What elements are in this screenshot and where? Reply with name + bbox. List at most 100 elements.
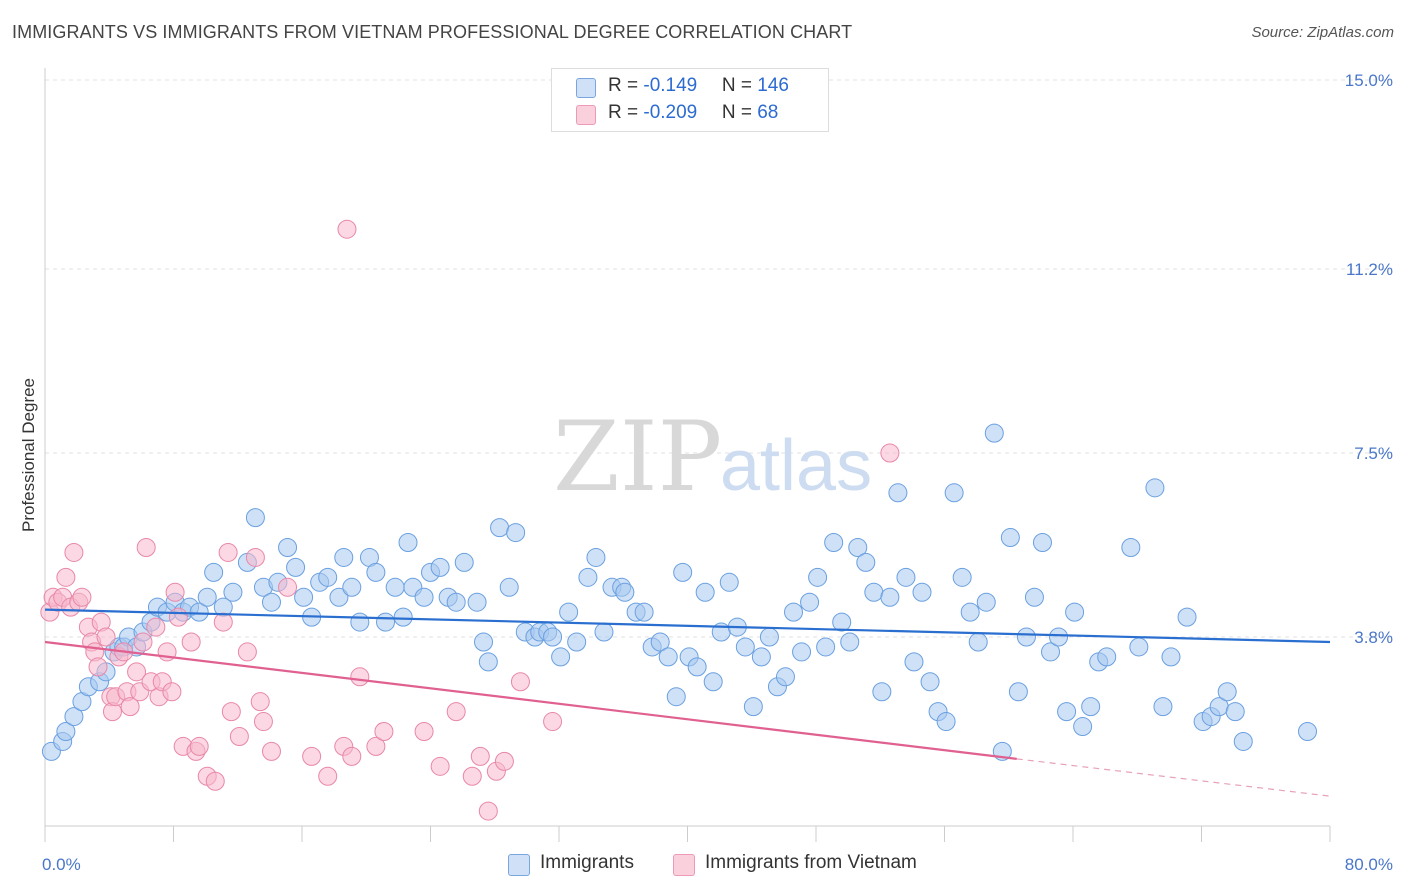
point-immigrants-64 [551,647,571,667]
bottom-legend-swatch-immigrants [508,854,530,876]
point-immigrants-144 [1233,731,1253,751]
point-vietnam-31 [162,682,182,702]
point-immigrants-82 [695,582,715,602]
point-immigrants-135 [1145,478,1165,498]
point-immigrants-123 [1024,587,1044,607]
point-immigrants-41 [366,562,386,582]
point-immigrants-108 [904,652,924,672]
point-immigrants-88 [743,697,763,717]
point-immigrants-130 [1081,697,1101,717]
point-immigrants-67 [578,567,598,587]
point-vietnam-4 [56,567,76,587]
point-immigrants-66 [567,632,587,652]
point-immigrants-31 [286,557,306,577]
point-vietnam-40 [213,612,233,632]
point-vietnam-35 [181,632,201,652]
watermark: ZIP atlas [553,401,872,513]
point-vietnam-59 [430,756,450,776]
point-immigrants-109 [912,582,932,602]
point-immigrants-110 [920,672,940,692]
legend-row-immigrants: R = -0.149 N = 146 [608,75,789,97]
point-immigrants-43 [385,577,405,597]
point-immigrants-100 [840,632,860,652]
point-vietnam-47 [253,712,273,732]
point-immigrants-55 [478,652,498,672]
legend-n-label: N = [721,75,758,96]
point-immigrants-138 [1177,607,1197,627]
point-immigrants-124 [1032,533,1052,553]
x-tick-label-1: 80.0% [1345,855,1393,874]
watermark-zip: ZIP [553,401,722,513]
point-immigrants-79 [673,562,693,582]
y-tick-label-3: 15.0% [1345,71,1393,90]
legend-n-value: 68 [757,102,779,123]
legend-r-value: -0.149 [643,75,698,96]
point-vietnam-53 [337,219,357,239]
source-label: Source: ZipAtlas.com [1251,24,1394,41]
point-vietnam-63 [478,801,498,821]
point-immigrants-56 [490,518,510,538]
point-immigrants-58 [506,523,526,543]
point-immigrants-47 [414,587,434,607]
point-immigrants-83 [703,672,723,692]
point-immigrants-95 [800,592,820,612]
point-immigrants-101 [848,537,868,557]
point-immigrants-122 [1016,627,1036,647]
point-immigrants-44 [393,607,413,627]
point-vietnam-46 [250,692,270,712]
point-immigrants-35 [318,567,338,587]
point-immigrants-102 [856,552,876,572]
point-immigrants-128 [1065,602,1085,622]
legend-swatch-immigrants [576,78,596,98]
point-immigrants-145 [1298,722,1318,742]
point-immigrants-2 [56,722,76,742]
y-tick-label-2: 11.2% [1346,260,1393,279]
point-immigrants-76 [650,632,670,652]
axes [44,68,1331,842]
trend-line-immigrants [44,608,1331,644]
point-vietnam-45 [245,547,265,567]
point-immigrants-105 [880,587,900,607]
point-vietnam-32 [165,582,185,602]
point-immigrants-39 [350,612,370,632]
point-immigrants-72 [615,582,635,602]
point-vietnam-37 [189,736,209,756]
point-immigrants-53 [467,592,487,612]
point-immigrants-92 [775,667,795,687]
point-immigrants-3 [64,707,84,727]
point-immigrants-106 [888,483,908,503]
bottom-legend-vietnam: Immigrants from Vietnam [705,852,917,873]
point-immigrants-32 [294,587,314,607]
point-immigrants-49 [430,557,450,577]
point-immigrants-112 [936,712,956,732]
legend-swatch-vietnam [576,105,596,125]
point-vietnam-6 [64,542,84,562]
point-immigrants-52 [454,552,474,572]
point-vietnam-42 [221,702,241,722]
point-immigrants-142 [1217,682,1237,702]
legend-row-vietnam: R = -0.209 N = 68 [608,102,789,124]
point-vietnam-22 [127,662,147,682]
point-immigrants-103 [864,582,884,602]
point-vietnam-48 [261,741,281,761]
point-immigrants-87 [735,637,755,657]
x-tick-label-0: 0.0% [42,855,81,874]
point-vietnam-65 [494,751,514,771]
point-vietnam-51 [318,766,338,786]
point-vietnam-58 [414,722,434,742]
point-vietnam-67 [543,712,563,732]
point-vietnam-33 [168,607,188,627]
point-immigrants-85 [719,572,739,592]
point-immigrants-127 [1057,702,1077,722]
watermark-atlas: atlas [720,426,872,506]
point-immigrants-125 [1041,642,1061,662]
y-tick-labels: 3.8% 7.5% 11.2% 15.0% [1345,71,1393,647]
point-immigrants-68 [586,547,606,567]
point-immigrants-97 [816,637,836,657]
point-immigrants-22 [204,562,224,582]
point-immigrants-38 [342,577,362,597]
point-immigrants-133 [1121,537,1141,557]
point-immigrants-116 [968,632,988,652]
trend-lines [44,608,1331,797]
point-immigrants-98 [824,533,844,553]
